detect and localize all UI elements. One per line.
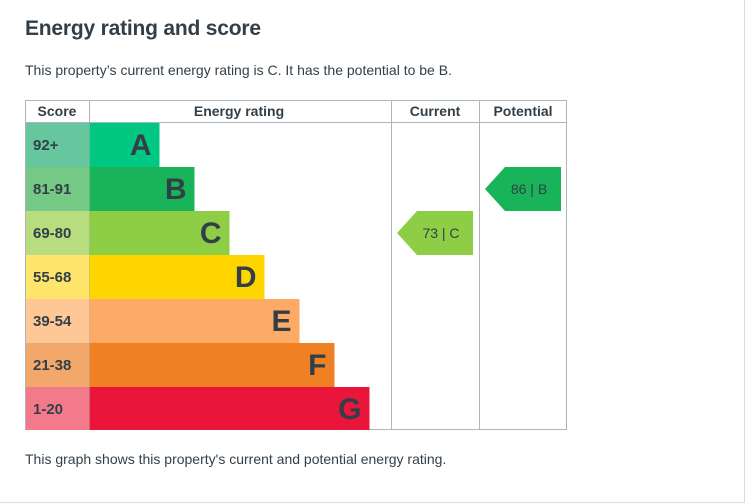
score-label-g: 1-20 [33, 401, 63, 418]
header-score: Score [38, 103, 77, 119]
band-letter-a: A [130, 129, 152, 162]
band-bar-a [89, 123, 160, 167]
score-label-c: 69-80 [33, 225, 71, 242]
band-letter-c: C [200, 217, 222, 250]
band-letter-b: B [165, 173, 187, 206]
band-bar-c [89, 211, 230, 255]
score-cell-d [26, 255, 89, 299]
score-label-a: 92+ [33, 137, 59, 154]
band-bar-b [89, 167, 195, 211]
score-label-d: 55-68 [33, 269, 71, 286]
band-bar-e [89, 299, 300, 343]
score-label-e: 39-54 [33, 313, 72, 330]
band-letter-d: D [235, 261, 257, 294]
score-cell-f [26, 343, 89, 387]
band-bar-g [89, 387, 370, 430]
score-cell-c [26, 211, 89, 255]
header-potential: Potential [493, 103, 552, 119]
score-cell-g [26, 387, 89, 430]
potential-rating-label: 86 | B [511, 181, 547, 197]
current-rating-arrow [397, 211, 473, 255]
band-letter-f: F [308, 349, 326, 382]
score-cell-b [26, 167, 89, 211]
energy-rating-chart: 92+ A 81-91 B 69-80 C 55-68 D 39-54 E 21-38 F 1-20 G … [25, 100, 567, 430]
score-cell-e [26, 299, 89, 343]
potential-rating-arrow [485, 167, 561, 211]
page-title: Energy rating and score [25, 17, 261, 40]
score-label-f: 21-38 [33, 357, 71, 374]
header-energy-rating: Energy rating [194, 103, 284, 119]
current-rating-label: 73 | C [422, 225, 459, 241]
score-cell-a [26, 123, 89, 167]
energy-rating-svg: 92+ A81-91 B69-80 C55-68 D39-54 E21-38 F1-20 G … [25, 100, 567, 430]
chart-footnote: This graph shows this property's current… [25, 451, 447, 467]
band-letter-e: E [271, 305, 291, 338]
rating-summary: This property’s current energy rating is… [25, 62, 452, 78]
band-letter-g: G [338, 393, 361, 426]
header-current: Current [410, 103, 461, 119]
band-bar-f [89, 343, 335, 387]
band-bar-d [89, 255, 265, 299]
score-label-b: 81-91 [33, 181, 71, 198]
